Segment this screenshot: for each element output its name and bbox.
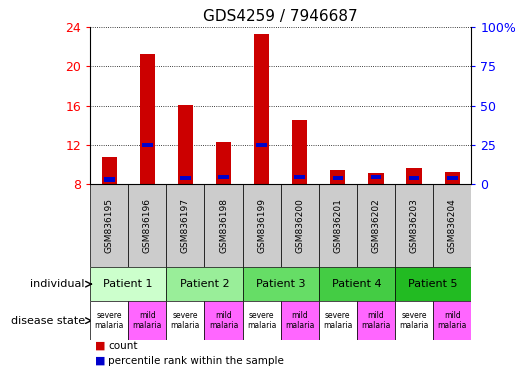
Text: severe
malaria: severe malaria [399,311,429,330]
Bar [243,301,281,340]
Text: severe
malaria: severe malaria [323,311,353,330]
Text: mild
malaria: mild malaria [285,311,315,330]
Text: severe
malaria: severe malaria [170,311,200,330]
Text: GSM836196: GSM836196 [143,198,152,253]
Bar [281,301,319,340]
Text: mild
malaria: mild malaria [361,311,391,330]
Bar [128,184,166,267]
Bar [368,172,384,184]
Bar [281,184,319,267]
Text: GSM836203: GSM836203 [409,198,419,253]
Text: mild
malaria: mild malaria [209,311,238,330]
Bar [218,175,229,179]
Bar [243,184,281,267]
Text: mild
malaria: mild malaria [132,311,162,330]
Text: mild
malaria: mild malaria [437,311,467,330]
Bar [395,267,471,301]
Bar [178,104,193,184]
Bar [357,301,395,340]
Bar [295,175,305,179]
Bar [357,184,395,267]
Text: individual: individual [30,279,85,289]
Title: GDS4259 / 7946687: GDS4259 / 7946687 [203,9,358,24]
Text: disease state: disease state [11,316,85,326]
Bar [90,267,166,301]
Text: GSM836201: GSM836201 [333,198,342,253]
Bar [371,175,381,179]
Bar [330,170,346,184]
Text: Patient 4: Patient 4 [332,279,382,289]
Bar [444,172,460,184]
Bar [140,55,155,184]
Text: ■: ■ [95,356,106,366]
Bar [216,142,231,184]
Text: severe
malaria: severe malaria [94,311,124,330]
Bar [104,177,114,182]
Bar [243,267,319,301]
Bar [395,184,433,267]
Bar [90,184,128,267]
Bar [142,143,152,147]
Bar [90,301,128,340]
Text: GSM836200: GSM836200 [295,198,304,253]
Bar [395,301,433,340]
Bar [319,267,395,301]
Bar [409,176,419,180]
Text: GSM836202: GSM836202 [371,198,381,253]
Text: GSM836195: GSM836195 [105,198,114,253]
Text: Patient 1: Patient 1 [104,279,153,289]
Bar [204,184,243,267]
Bar [319,301,357,340]
Text: GSM836198: GSM836198 [219,198,228,253]
Text: ■: ■ [95,341,106,351]
Text: GSM836197: GSM836197 [181,198,190,253]
Bar [166,184,204,267]
Bar [128,301,166,340]
Text: GSM836204: GSM836204 [448,198,457,253]
Text: Patient 2: Patient 2 [180,279,229,289]
Bar [433,184,471,267]
Text: severe
malaria: severe malaria [247,311,277,330]
Bar [254,34,269,184]
Bar [447,176,457,180]
Bar [319,184,357,267]
Text: count: count [108,341,138,351]
Bar [166,301,204,340]
Text: Patient 5: Patient 5 [408,279,458,289]
Bar [256,143,267,147]
Text: GSM836199: GSM836199 [257,198,266,253]
Bar [333,176,343,180]
Bar [406,167,422,184]
Bar [166,267,243,301]
Bar [292,120,307,184]
Text: percentile rank within the sample: percentile rank within the sample [108,356,284,366]
Bar [433,301,471,340]
Text: Patient 3: Patient 3 [256,279,305,289]
Bar [180,176,191,180]
Bar [101,157,117,184]
Bar [204,301,243,340]
